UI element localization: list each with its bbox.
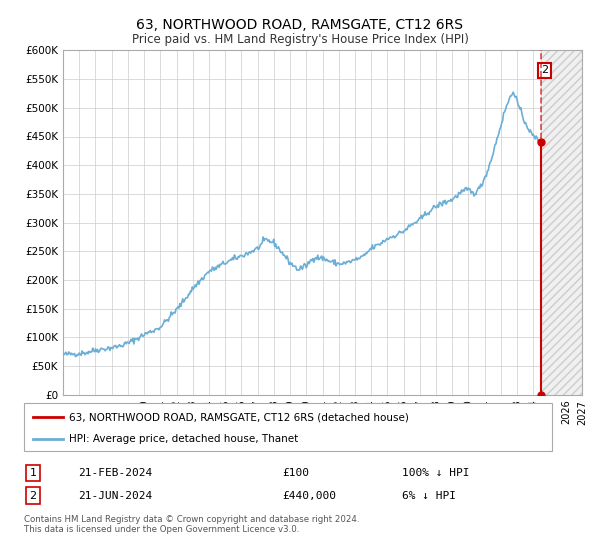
- Text: 21-FEB-2024: 21-FEB-2024: [78, 468, 152, 478]
- Text: HPI: Average price, detached house, Thanet: HPI: Average price, detached house, Than…: [69, 434, 298, 444]
- Text: Contains HM Land Registry data © Crown copyright and database right 2024.: Contains HM Land Registry data © Crown c…: [24, 515, 359, 524]
- Text: £100: £100: [282, 468, 309, 478]
- Text: 63, NORTHWOOD ROAD, RAMSGATE, CT12 6RS (detached house): 63, NORTHWOOD ROAD, RAMSGATE, CT12 6RS (…: [69, 413, 409, 422]
- Text: 1: 1: [29, 468, 37, 478]
- Text: £440,000: £440,000: [282, 491, 336, 501]
- Text: Price paid vs. HM Land Registry's House Price Index (HPI): Price paid vs. HM Land Registry's House …: [131, 32, 469, 46]
- Bar: [541, 50, 582, 395]
- Text: 2: 2: [541, 66, 548, 76]
- Text: 2: 2: [29, 491, 37, 501]
- Text: 6% ↓ HPI: 6% ↓ HPI: [402, 491, 456, 501]
- Text: 100% ↓ HPI: 100% ↓ HPI: [402, 468, 470, 478]
- Text: 63, NORTHWOOD ROAD, RAMSGATE, CT12 6RS: 63, NORTHWOOD ROAD, RAMSGATE, CT12 6RS: [137, 18, 464, 32]
- Text: 21-JUN-2024: 21-JUN-2024: [78, 491, 152, 501]
- Text: This data is licensed under the Open Government Licence v3.0.: This data is licensed under the Open Gov…: [24, 525, 299, 534]
